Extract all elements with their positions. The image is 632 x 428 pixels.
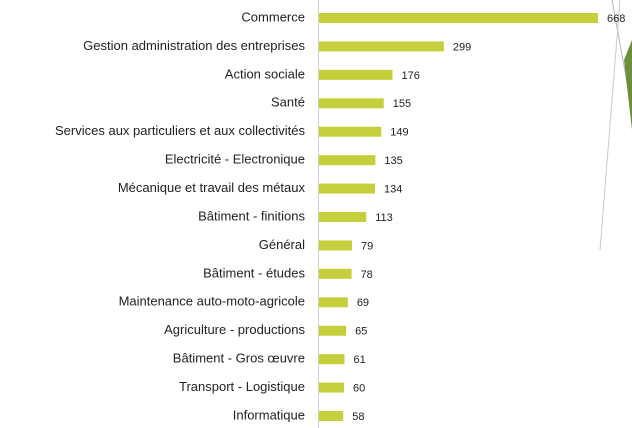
data-label: 61 [353,354,365,366]
data-label: 113 [375,212,393,224]
bar [319,297,348,308]
y-tick-label: Agriculture - productions [164,322,305,337]
bar [319,126,382,137]
data-label: 155 [393,98,411,110]
bar [319,325,347,336]
data-label: 60 [353,382,365,394]
y-tick-label: Maintenance auto-moto-agricole [119,294,305,309]
y-tick-label: Electricité - Electronique [165,152,305,167]
bar [319,69,393,80]
y-tick-label: Bâtiment - Gros œuvre [173,351,305,366]
data-label: 69 [357,297,369,309]
y-tick-label: Commerce [241,9,305,24]
bar [319,41,444,52]
data-label: 79 [361,240,373,252]
bar [319,382,345,393]
bar [319,411,344,422]
bar [319,212,367,223]
data-label: 78 [361,269,373,281]
decoration [624,40,632,130]
bar [319,240,352,251]
data-label: 668 [607,13,625,25]
y-tick-label: Informatique [233,407,305,422]
y-tick-label: Transport - Logistique [179,379,305,394]
y-tick-label: Santé [271,95,305,110]
data-label: 134 [384,183,402,195]
y-tick-label: Mécanique et travail des métaux [118,180,306,195]
bar [319,354,345,365]
bar [319,98,384,109]
y-tick-label: Gestion administration des entreprises [83,38,305,53]
y-tick-label: Général [259,237,305,252]
bar [319,13,598,23]
y-tick-label: Bâtiment - études [203,265,305,280]
bar [319,268,352,279]
decoration [599,0,621,251]
bar [319,183,375,194]
data-label: 135 [384,155,402,167]
y-tick-label: Action sociale [225,66,305,81]
data-label: 149 [390,127,408,139]
y-tick-label: Services aux particuliers et aux collect… [55,123,305,138]
data-label: 58 [352,411,364,423]
data-label: 176 [402,70,420,82]
data-label: 299 [453,41,471,53]
bar [319,155,376,166]
y-tick-label: Bâtiment - finitions [198,208,305,223]
data-label: 65 [355,326,367,338]
